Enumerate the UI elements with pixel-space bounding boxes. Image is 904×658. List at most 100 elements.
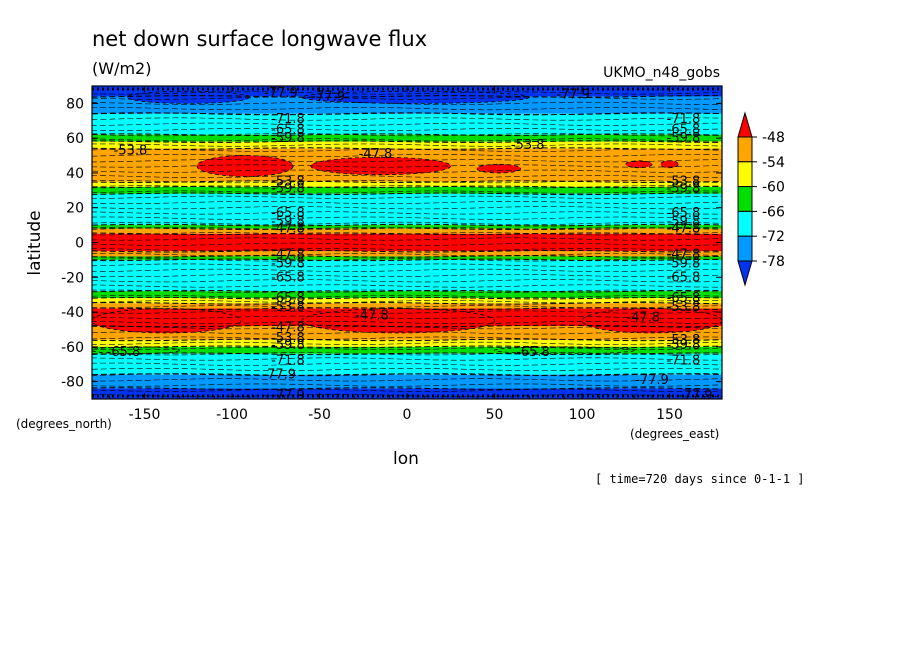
lat-band-3 xyxy=(92,134,722,142)
contour-line-44 xyxy=(92,289,722,293)
colorbar-label-4: -72 xyxy=(762,229,785,245)
x-tick-label-0: -150 xyxy=(129,407,161,423)
contour-label-12: -53.8 xyxy=(271,175,305,190)
x-tick-label-4: 50 xyxy=(486,407,504,423)
contour-line-73 xyxy=(92,138,722,142)
contour-label-19: -59.8 xyxy=(667,215,701,230)
contour-label-23: -47.8 xyxy=(667,248,701,263)
contour-label-2: -77.9 xyxy=(556,88,590,103)
contour-label-35: -53.8 xyxy=(271,331,305,346)
colorbar-label-1: -54 xyxy=(762,155,785,171)
contour-line-64 xyxy=(92,185,722,189)
units-label: (W/m2) xyxy=(92,59,151,78)
contour-line-70 xyxy=(92,154,722,158)
x-axis-label: lon xyxy=(393,449,419,469)
x-tick-label-5: 100 xyxy=(569,407,596,423)
contour-lines xyxy=(92,87,722,398)
contour-line-27 xyxy=(92,378,722,382)
contour-line-42 xyxy=(92,300,722,304)
contour-line-36 xyxy=(92,331,722,335)
field-blob-7 xyxy=(92,308,242,334)
lat-band-6 xyxy=(92,181,722,187)
contour-line-19 xyxy=(92,338,722,342)
contour-line-57 xyxy=(92,221,722,225)
contour-line-2 xyxy=(92,133,722,136)
y-tick-label-7: 60 xyxy=(66,131,84,147)
chart-title: net down surface longwave flux xyxy=(92,27,427,51)
field-blob-10 xyxy=(92,346,180,355)
contour-line-13 xyxy=(92,258,722,262)
contour-label-45: -77.9 xyxy=(271,389,305,404)
contour-label-39: -65.8 xyxy=(107,345,141,360)
contour-line-30 xyxy=(92,362,722,366)
lat-band-22 xyxy=(92,353,722,375)
contour-line-55 xyxy=(92,232,722,236)
contour-line-69 xyxy=(92,159,722,163)
lat-band-21 xyxy=(92,346,722,354)
field-blob-8 xyxy=(126,90,250,104)
contour-line-82 xyxy=(92,91,722,95)
contour-line-41 xyxy=(92,305,722,309)
contour-line-53 xyxy=(92,242,722,246)
contour-line-45 xyxy=(92,284,722,288)
colorbar-bin-3 xyxy=(737,186,753,212)
contour-label-26: -65.8 xyxy=(271,270,305,285)
contour-label-10: -53.8 xyxy=(511,138,545,153)
field-blob-0 xyxy=(196,155,294,177)
lat-band-13 xyxy=(92,256,722,260)
contour-label-22: -47.8 xyxy=(271,248,305,263)
contour-line-25 xyxy=(92,388,722,392)
contour-label-46: -77.9 xyxy=(679,389,713,404)
contour-line-50 xyxy=(92,258,722,262)
colorbar-label-5: -78 xyxy=(762,254,785,270)
contour-line-40 xyxy=(92,310,722,314)
colorbar-bin-5 xyxy=(737,235,753,262)
contour-line-23 xyxy=(92,387,722,390)
contour-line-35 xyxy=(92,336,722,340)
contour-line-63 xyxy=(92,190,722,194)
contour-line-8 xyxy=(92,223,722,227)
contour-line-68 xyxy=(92,164,722,168)
contour-label-28: -65.8 xyxy=(271,291,305,306)
contour-label-36: -53.8 xyxy=(667,333,701,348)
contour-line-79 xyxy=(92,107,722,111)
contour-label-3: -71.8 xyxy=(271,112,305,127)
contour-label-16: -65.8 xyxy=(271,206,305,221)
contour-line-47 xyxy=(92,274,722,278)
contour-line-43 xyxy=(92,294,722,298)
colorbar: -48 -54 -60 -66 -72 -78 xyxy=(737,111,785,287)
contour-label-14: -59.8 xyxy=(271,182,305,197)
contour-line-60 xyxy=(92,206,722,210)
x-tick-label-1: -100 xyxy=(216,407,248,423)
colorbar-label-2: -60 xyxy=(762,180,785,196)
contour-label-4: -71.8 xyxy=(667,112,701,127)
y-tick-label-6: 40 xyxy=(66,166,84,182)
contour-line-75 xyxy=(92,127,722,131)
contour-line-11 xyxy=(92,249,722,253)
contour-line-51 xyxy=(92,253,722,257)
contour-label-41: -71.8 xyxy=(271,354,305,369)
y-tick-label-4: 0 xyxy=(75,236,84,252)
contour-label-30: -53.8 xyxy=(271,300,305,315)
colorbar-top-arrow xyxy=(737,111,753,138)
contour-label-0: -77.9 xyxy=(264,86,298,101)
contour-line-31 xyxy=(92,357,722,361)
contour-line-49 xyxy=(92,263,722,267)
y-tick-label-2: -40 xyxy=(61,305,84,321)
contour-label-1: -77.9 xyxy=(311,89,345,104)
contour-line-37 xyxy=(92,326,722,330)
contour-label-21: -47.8 xyxy=(667,222,701,237)
lat-band-9 xyxy=(92,225,722,229)
contour-line-28 xyxy=(92,373,722,377)
heatmap-field xyxy=(92,86,722,399)
contour-label-37: -59.8 xyxy=(271,338,305,353)
contour-line-46 xyxy=(92,279,722,283)
y-tick-label-5: 20 xyxy=(66,201,84,217)
colorbar-bottom-arrow xyxy=(737,260,753,287)
y-units-label: (degrees_north) xyxy=(16,417,112,431)
contour-label-13: -53.8 xyxy=(667,175,701,190)
contour-line-65 xyxy=(92,180,722,184)
x-tick-label-3: 0 xyxy=(403,407,412,423)
contour-line-16 xyxy=(92,302,722,305)
